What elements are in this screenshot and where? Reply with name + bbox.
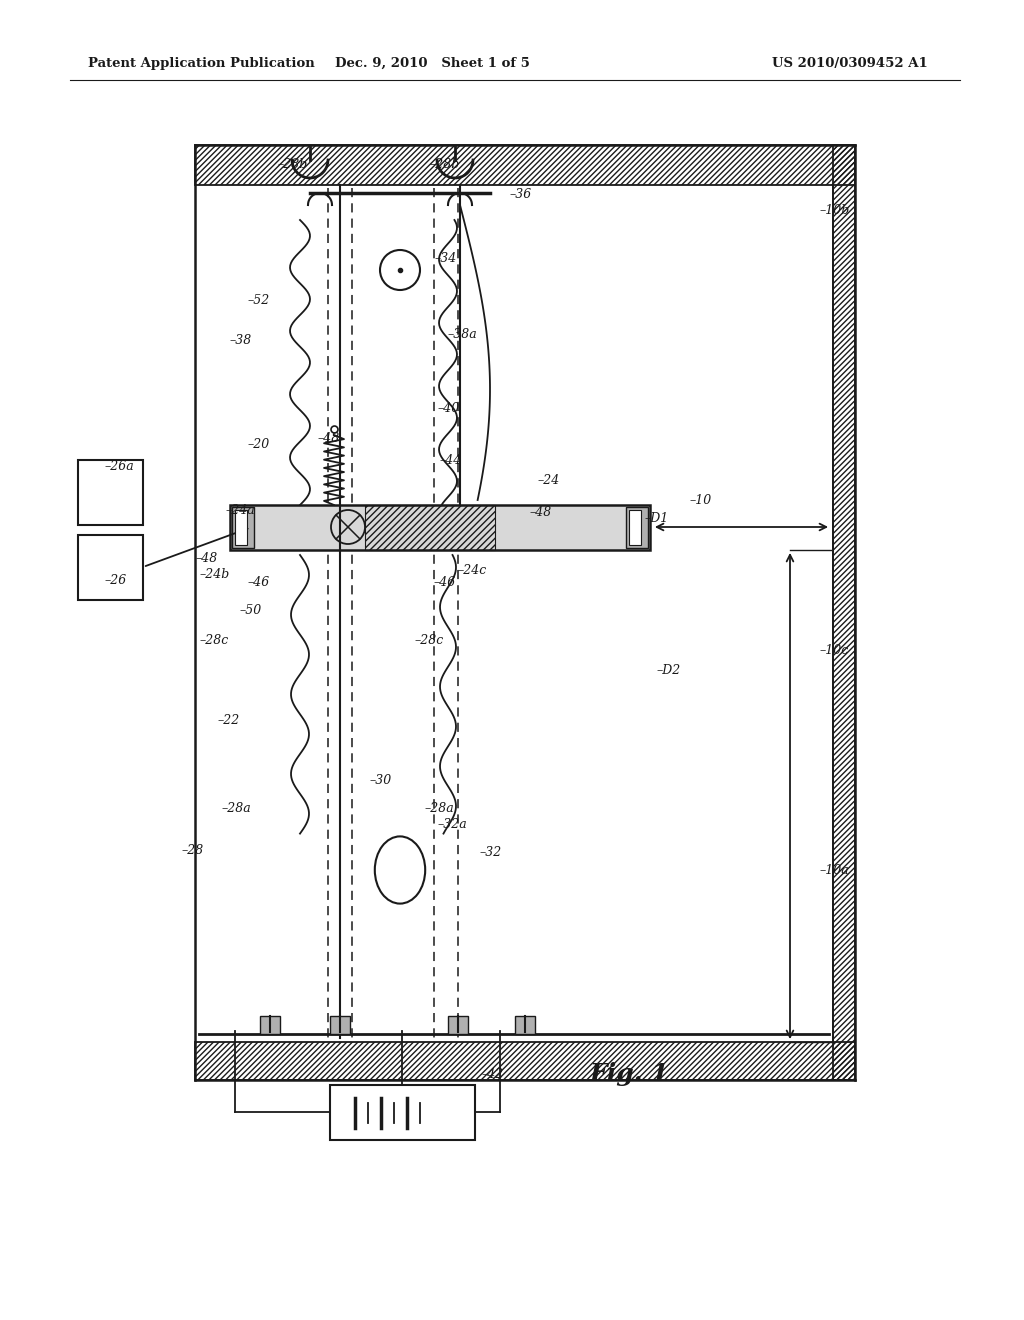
Bar	[833, 145, 855, 1080]
Text: –28b: –28b	[430, 158, 460, 172]
Bar	[232, 507, 254, 548]
Text: –28c: –28c	[415, 634, 444, 647]
Text: –42: –42	[482, 1068, 504, 1081]
Bar	[234, 510, 247, 545]
Text: –52: –52	[248, 293, 270, 306]
Text: –24: –24	[538, 474, 560, 487]
Text: –10: –10	[690, 494, 713, 507]
Text: –24b: –24b	[200, 569, 230, 582]
Text: –20: –20	[248, 438, 270, 451]
Bar	[515, 1016, 535, 1034]
Bar	[78, 535, 143, 601]
Bar	[365, 506, 495, 550]
Text: –46: –46	[248, 576, 270, 589]
Bar	[629, 510, 641, 545]
Bar	[449, 1016, 468, 1034]
Text: –50: –50	[240, 603, 262, 616]
Text: –30: –30	[370, 774, 392, 787]
Text: –48: –48	[530, 506, 552, 519]
Text: –26a: –26a	[105, 459, 135, 473]
Text: –10a: –10a	[820, 863, 850, 876]
Text: –46: –46	[434, 576, 457, 589]
Text: Fig. 1: Fig. 1	[590, 1063, 670, 1086]
Text: –D1: –D1	[645, 511, 670, 524]
Text: –48: –48	[318, 432, 340, 445]
Text: –28b: –28b	[278, 158, 308, 172]
Bar	[195, 145, 855, 185]
Text: US 2010/0309452 A1: US 2010/0309452 A1	[772, 57, 928, 70]
Text: –38a: –38a	[449, 329, 478, 342]
Text: –28: –28	[182, 843, 204, 857]
Text: –40: –40	[438, 401, 460, 414]
Text: Dec. 9, 2010   Sheet 1 of 5: Dec. 9, 2010 Sheet 1 of 5	[335, 57, 529, 70]
Text: –24a: –24a	[226, 503, 256, 516]
Bar	[626, 507, 648, 548]
Bar	[330, 1085, 475, 1140]
Bar	[78, 459, 143, 525]
Text: –48: –48	[196, 552, 218, 565]
Bar	[195, 1041, 855, 1080]
Text: –32a: –32a	[438, 817, 468, 830]
Text: –10c: –10c	[820, 644, 849, 656]
Text: –28c: –28c	[200, 634, 229, 647]
Bar	[230, 506, 650, 550]
Text: –28a: –28a	[222, 801, 252, 814]
Bar	[260, 1016, 280, 1034]
Text: –D2: –D2	[657, 664, 681, 676]
Text: –24c: –24c	[458, 564, 487, 577]
Text: –36: –36	[510, 189, 532, 202]
Text: –28a: –28a	[425, 801, 455, 814]
Text: –32: –32	[480, 846, 502, 858]
Text: –44: –44	[440, 454, 462, 466]
Bar	[330, 1016, 350, 1034]
Text: –22: –22	[218, 714, 241, 726]
Text: –26: –26	[105, 573, 127, 586]
Text: Patent Application Publication: Patent Application Publication	[88, 57, 314, 70]
Text: –10b: –10b	[820, 203, 850, 216]
Text: –34: –34	[435, 252, 458, 264]
Text: –38: –38	[230, 334, 252, 346]
